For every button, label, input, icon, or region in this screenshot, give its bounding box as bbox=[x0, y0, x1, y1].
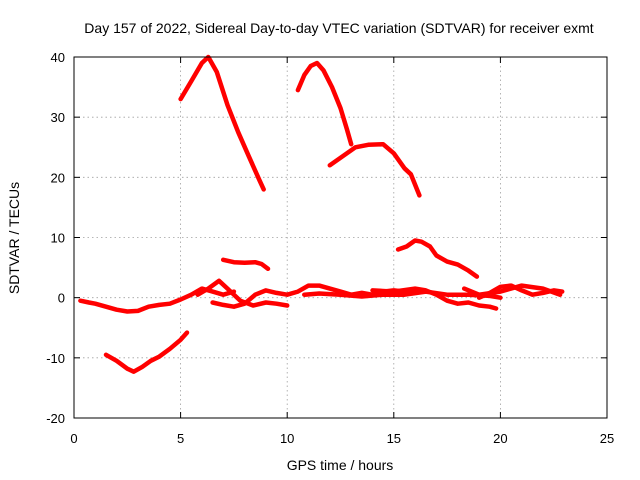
y-axis-label: SDTVAR / TECUs bbox=[6, 182, 22, 294]
series-track-6 bbox=[103, 330, 190, 374]
x-axis: 0 5 10 15 20 25 bbox=[70, 57, 614, 446]
data-series bbox=[78, 54, 565, 374]
y-tick-label: 0 bbox=[58, 291, 65, 306]
series-track-3 bbox=[327, 141, 422, 198]
series-track-8 bbox=[195, 278, 290, 308]
x-tick-label: 15 bbox=[387, 431, 401, 446]
y-tick-label: 30 bbox=[51, 110, 65, 125]
y-tick-label: 20 bbox=[51, 170, 65, 185]
y-tick-label: 40 bbox=[51, 50, 65, 65]
y-tick-label: -20 bbox=[46, 411, 65, 426]
series-track-5 bbox=[220, 257, 271, 272]
series-track-4 bbox=[395, 238, 480, 279]
y-axis: -20 -10 0 10 20 30 40 bbox=[46, 50, 607, 426]
x-tick-label: 10 bbox=[280, 431, 294, 446]
grid bbox=[74, 57, 607, 418]
x-tick-label: 20 bbox=[493, 431, 507, 446]
series-track-11 bbox=[370, 286, 499, 311]
series-track-13 bbox=[476, 283, 565, 300]
series-track-1 bbox=[178, 54, 266, 192]
x-axis-label: GPS time / hours bbox=[287, 457, 394, 473]
series-track-7 bbox=[78, 286, 237, 314]
x-tick-label: 5 bbox=[177, 431, 184, 446]
x-tick-label: 25 bbox=[600, 431, 614, 446]
chart-title: Day 157 of 2022, Sidereal Day-to-day VTE… bbox=[84, 20, 593, 36]
x-tick-label: 0 bbox=[70, 431, 77, 446]
y-tick-label: 10 bbox=[51, 231, 65, 246]
series-track-12 bbox=[461, 283, 563, 297]
series-track-2 bbox=[295, 60, 354, 147]
y-tick-label: -10 bbox=[46, 351, 65, 366]
